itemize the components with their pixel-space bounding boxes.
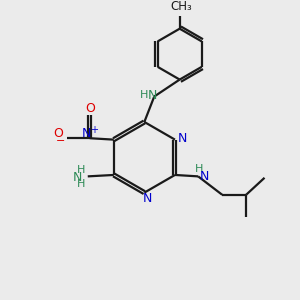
Text: +: + xyxy=(90,125,98,135)
Text: H: H xyxy=(140,90,148,100)
Text: N: N xyxy=(73,171,83,184)
Text: N: N xyxy=(148,88,158,102)
Text: −: − xyxy=(56,136,65,146)
Text: CH₃: CH₃ xyxy=(170,0,192,13)
Text: H: H xyxy=(77,165,86,175)
Text: N: N xyxy=(142,192,152,205)
Text: N: N xyxy=(178,132,188,145)
Text: H: H xyxy=(195,164,204,174)
Text: O: O xyxy=(85,102,95,115)
Text: O: O xyxy=(54,127,64,140)
Text: N: N xyxy=(82,127,91,140)
Text: N: N xyxy=(200,170,209,183)
Text: H: H xyxy=(77,179,86,189)
